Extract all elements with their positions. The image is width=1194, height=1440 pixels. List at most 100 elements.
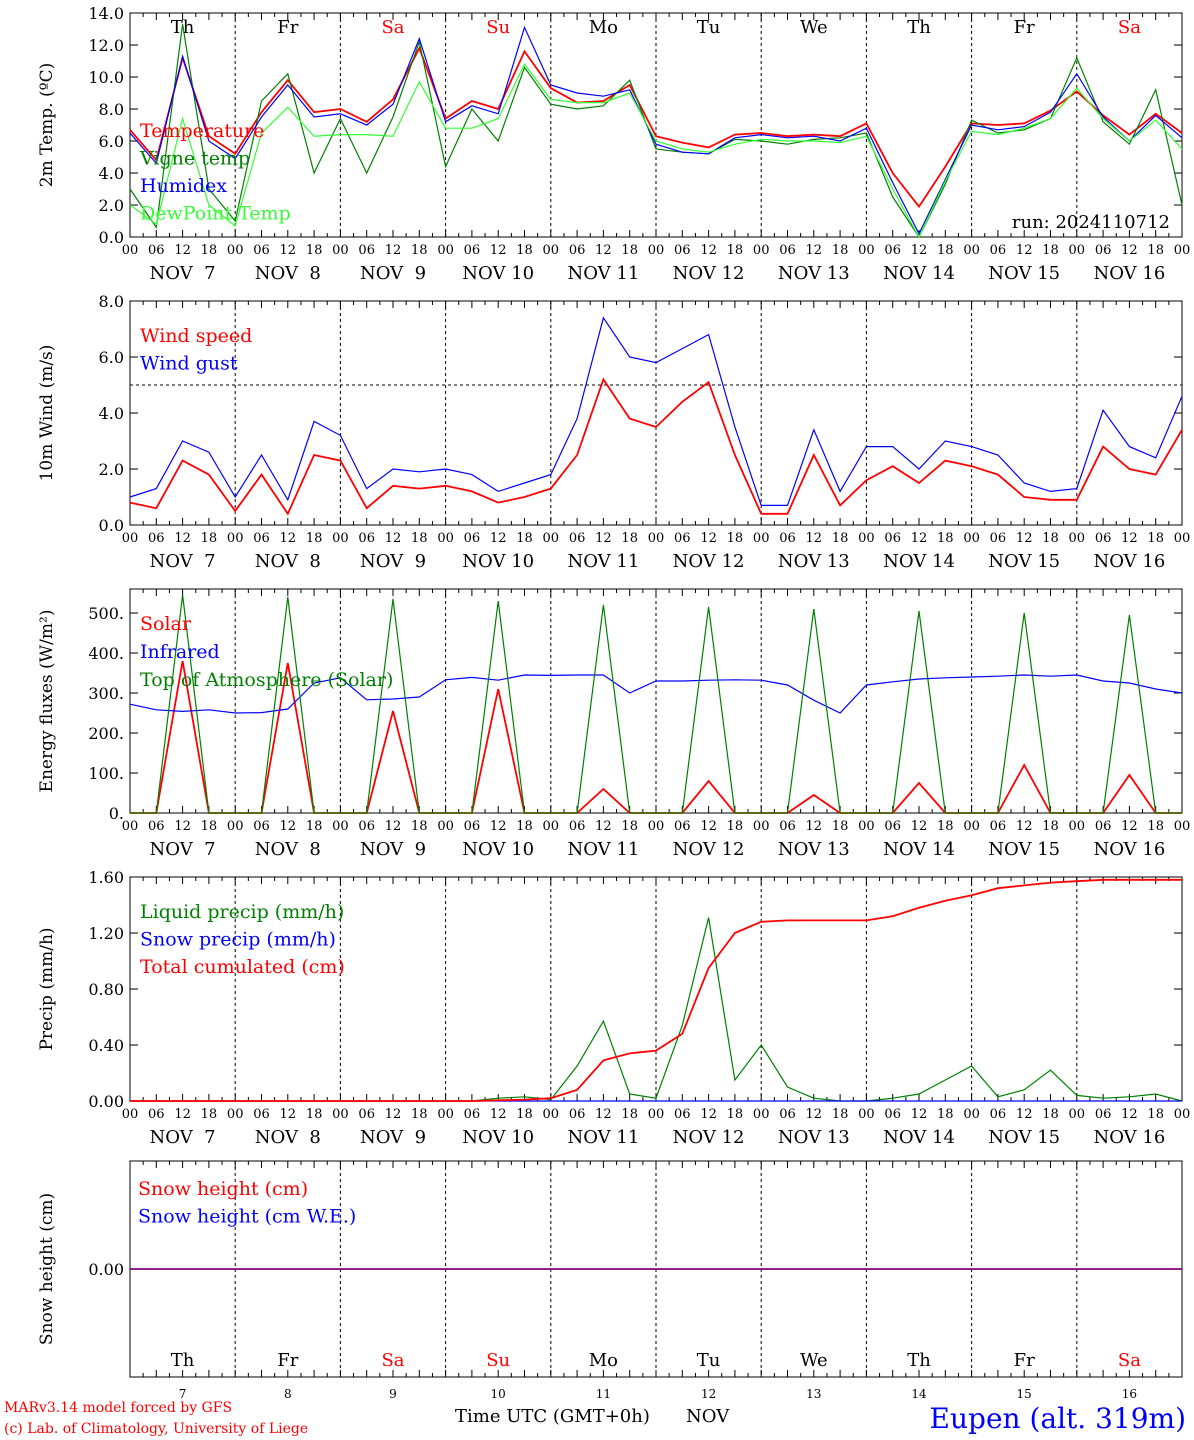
hour-label: 06 bbox=[884, 243, 901, 258]
y-tick-label: 4.0 bbox=[99, 404, 124, 423]
hour-label: 18 bbox=[1042, 531, 1059, 546]
date-label: NOV 11 bbox=[567, 839, 639, 860]
hour-label: 00 bbox=[543, 243, 560, 258]
hour-label: 18 bbox=[201, 243, 218, 258]
y-tick-label: 8.0 bbox=[99, 292, 124, 311]
hour-label: 18 bbox=[727, 819, 744, 834]
date-label: NOV 16 bbox=[1093, 1127, 1165, 1148]
hour-label: 12 bbox=[174, 531, 191, 546]
weekday-label: Su bbox=[486, 1350, 510, 1371]
hour-label: 12 bbox=[1016, 1107, 1033, 1122]
y-tick-label: 0.0 bbox=[99, 228, 124, 247]
date-label: NOV 13 bbox=[778, 839, 850, 860]
y-axis-label: Precip (mm/h) bbox=[37, 927, 57, 1050]
y-tick-label: 0. bbox=[109, 804, 124, 823]
date-label: NOV 12 bbox=[673, 551, 745, 572]
hour-label: 00 bbox=[1069, 1107, 1086, 1122]
hour-label: 12 bbox=[595, 819, 612, 834]
hour-label: 12 bbox=[806, 531, 823, 546]
day-number-label: 13 bbox=[806, 1387, 821, 1401]
hour-label: 06 bbox=[1095, 819, 1112, 834]
hour-label: 12 bbox=[806, 819, 823, 834]
date-label: NOV 16 bbox=[1093, 551, 1165, 572]
date-label: NOV 12 bbox=[673, 839, 745, 860]
date-label: NOV 15 bbox=[988, 1127, 1060, 1148]
hour-label: 18 bbox=[201, 531, 218, 546]
hour-label: 18 bbox=[516, 819, 533, 834]
date-label: NOV 9 bbox=[360, 263, 426, 284]
date-label: NOV 16 bbox=[1093, 263, 1165, 284]
hour-label: 18 bbox=[516, 531, 533, 546]
month-label: NOV bbox=[686, 1406, 730, 1427]
y-axis-label: 2m Temp. (ºC) bbox=[37, 63, 57, 188]
panel-2: 0.0 2.0 4.0 6.0 8.0 10m Wind (m/s) Wind speed W… bbox=[37, 292, 1190, 572]
hour-label: 18 bbox=[411, 243, 428, 258]
hour-label: 18 bbox=[937, 1107, 954, 1122]
hour-label: 18 bbox=[621, 243, 638, 258]
hour-label: 00 bbox=[963, 1107, 980, 1122]
hour-label: 00 bbox=[858, 1107, 875, 1122]
hour-label: 06 bbox=[464, 243, 481, 258]
hour-label: 00 bbox=[227, 531, 244, 546]
hour-label: 00 bbox=[332, 1107, 349, 1122]
y-tick-label: 8.0 bbox=[99, 100, 124, 119]
date-label: NOV 10 bbox=[462, 839, 534, 860]
hour-label: 18 bbox=[937, 243, 954, 258]
hour-label: 18 bbox=[201, 819, 218, 834]
y-axis-label: Snow height (cm) bbox=[37, 1193, 57, 1345]
hour-label: 00 bbox=[543, 531, 560, 546]
hour-label: 18 bbox=[621, 531, 638, 546]
hour-label: 12 bbox=[1121, 1107, 1138, 1122]
date-label: NOV 9 bbox=[360, 551, 426, 572]
hour-label: 12 bbox=[700, 531, 717, 546]
legend-entry: Total cumulated (cm) bbox=[140, 956, 345, 978]
hour-label: 12 bbox=[1016, 819, 1033, 834]
legend-entry: Snow precip (mm/h) bbox=[140, 929, 336, 951]
day-number-label: 15 bbox=[1017, 1387, 1032, 1401]
y-tick-label: 400. bbox=[88, 644, 124, 663]
series-line bbox=[129, 45, 1183, 209]
station-label: Eupen (alt. 319m) bbox=[930, 1402, 1186, 1435]
hour-label: 06 bbox=[674, 243, 691, 258]
legend-entry: Top of Atmosphere (Solar) bbox=[140, 669, 393, 691]
weekday-label: Fr bbox=[277, 17, 298, 38]
weekday-label: Fr bbox=[277, 1350, 298, 1371]
date-label: NOV 15 bbox=[988, 551, 1060, 572]
weekday-label: Sa bbox=[381, 17, 404, 38]
weekday-label: Sa bbox=[1118, 17, 1141, 38]
hour-label: 00 bbox=[437, 1107, 454, 1122]
hour-label: 00 bbox=[543, 1107, 560, 1122]
date-label: NOV 8 bbox=[255, 263, 321, 284]
hour-label: 18 bbox=[937, 531, 954, 546]
legend-entry: Temperature bbox=[140, 120, 264, 142]
date-label: NOV 14 bbox=[883, 1127, 955, 1148]
weekday-label: Th bbox=[171, 17, 195, 38]
legend-entry: Infrared bbox=[140, 641, 220, 663]
hour-label: 12 bbox=[595, 531, 612, 546]
legend-entry: Vigne temp bbox=[139, 148, 250, 170]
y-tick-label: 200. bbox=[88, 724, 124, 743]
hour-label: 06 bbox=[358, 819, 375, 834]
weekday-label: Sa bbox=[1118, 1350, 1141, 1371]
hour-label: 00 bbox=[1069, 531, 1086, 546]
hour-label: 18 bbox=[306, 819, 323, 834]
hour-label: 06 bbox=[779, 243, 796, 258]
weekday-label: We bbox=[800, 1350, 828, 1371]
date-label: NOV 9 bbox=[360, 1127, 426, 1148]
y-axis-label: 10m Wind (m/s) bbox=[37, 345, 57, 482]
date-label: NOV 8 bbox=[255, 1127, 321, 1148]
hour-label: 06 bbox=[253, 819, 270, 834]
hour-label: 12 bbox=[806, 1107, 823, 1122]
series-line bbox=[129, 377, 1183, 516]
hour-label: 06 bbox=[674, 531, 691, 546]
credit-line-1: MARv3.14 model forced by GFS bbox=[4, 1400, 232, 1416]
y-tick-label: 0.0 bbox=[99, 516, 124, 535]
hour-label: 12 bbox=[280, 243, 297, 258]
hour-label: 18 bbox=[1147, 243, 1164, 258]
date-label: NOV 8 bbox=[255, 551, 321, 572]
hour-label: 18 bbox=[411, 531, 428, 546]
weekday-label: Th bbox=[907, 1350, 931, 1371]
panel-4: 0.00 0.40 0.80 1.20 1.60 Precip (mm/h) Liquid … bbox=[37, 868, 1190, 1148]
y-tick-label: 2.0 bbox=[99, 196, 124, 215]
hour-label: 00 bbox=[122, 1107, 139, 1122]
